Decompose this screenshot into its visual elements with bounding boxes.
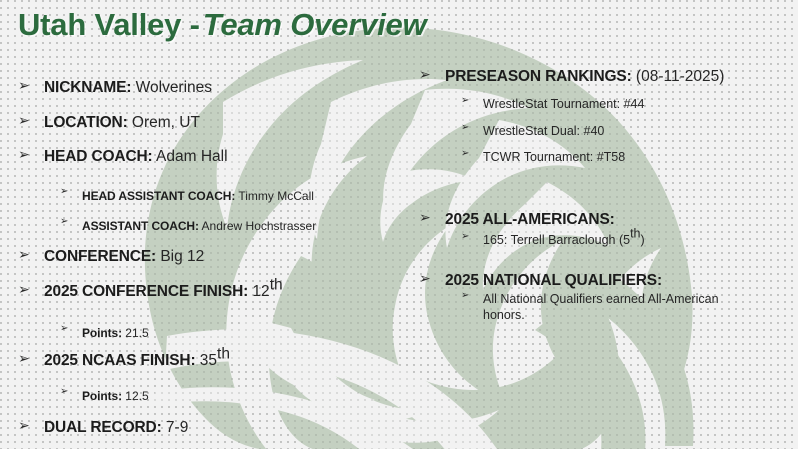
bullet-label: PRESEASON RANKINGS: <box>445 68 632 85</box>
bullet-arrow-icon: ➢ <box>419 271 431 287</box>
bullet-arrow-icon: ➢ <box>18 113 30 129</box>
bullet-row: ➢ Points: 21.5 <box>60 324 149 342</box>
bullet-label: CONFERENCE: <box>44 248 157 265</box>
bullet-text: All National Qualifiers earned All-Ameri… <box>483 291 751 323</box>
bullet-label: HEAD COACH: <box>44 148 153 165</box>
bullet-arrow-icon: ➢ <box>461 148 470 159</box>
ordinal-suffix: th <box>269 276 283 294</box>
bullet-label: HEAD ASSISTANT COACH: <box>82 189 236 203</box>
bullet-value: Andrew Hochstrasser <box>198 219 317 233</box>
bullet-row: ➢ ASSISTANT COACH: Andrew Hochstrasser <box>60 217 316 235</box>
bullet-value: 165: Terrell Barraclough (5 <box>483 233 631 247</box>
bullet-row: ➢ 2025 NCAAS FINISH: 35th <box>18 346 230 370</box>
bullet-arrow-icon: ➢ <box>461 122 470 133</box>
bullet-row: ➢ HEAD COACH: Adam Hall <box>18 148 228 166</box>
bullet-row: ➢ 165: Terrell Barraclough (5th) <box>461 227 645 248</box>
bullet-arrow-icon: ➢ <box>60 216 69 227</box>
bullet-text: 2025 CONFERENCE FINISH: 12th <box>44 277 283 301</box>
bullet-text: ASSISTANT COACH: Andrew Hochstrasser <box>82 217 316 235</box>
bullet-value: All National Qualifiers earned All-Ameri… <box>483 292 719 322</box>
bullet-row: ➢ 2025 CONFERENCE FINISH: 12th <box>18 277 283 301</box>
bullet-arrow-icon: ➢ <box>60 186 69 197</box>
bullet-value: Adam Hall <box>152 148 228 165</box>
bullet-value-tail: ) <box>640 233 645 247</box>
bullet-label: LOCATION: <box>44 114 128 131</box>
bullet-arrow-icon: ➢ <box>18 282 30 298</box>
bullet-value: Timmy McCall <box>235 189 314 203</box>
bullet-text: 2025 NCAAS FINISH: 35th <box>44 346 230 370</box>
bullet-row: ➢ HEAD ASSISTANT COACH: Timmy McCall <box>60 187 314 205</box>
bullet-value: Big 12 <box>156 248 205 265</box>
bullet-label: Points: <box>82 326 122 340</box>
bullet-row: ➢ WrestleStat Tournament: #44 <box>461 96 644 112</box>
bullet-arrow-icon: ➢ <box>461 95 470 106</box>
bullet-value: 12.5 <box>121 389 149 403</box>
bullet-arrow-icon: ➢ <box>18 418 30 434</box>
bullet-label: 2025 NCAAS FINISH: <box>44 352 196 369</box>
bullet-row: ➢ NICKNAME: Wolverines <box>18 79 212 97</box>
bullet-text: CONFERENCE: Big 12 <box>44 248 204 266</box>
bullet-row: ➢ 2025 NATIONAL QUALIFIERS: <box>419 272 662 290</box>
bullet-arrow-icon: ➢ <box>18 78 30 94</box>
bullet-text: LOCATION: Orem, UT <box>44 114 200 132</box>
bullet-label: DUAL RECORD: <box>44 419 162 436</box>
bullet-row: ➢ TCWR Tournament: #T58 <box>461 149 625 165</box>
bullet-label: Points: <box>82 389 122 403</box>
bullet-text: 2025 ALL-AMERICANS: <box>445 211 615 229</box>
bullet-text: WrestleStat Dual: #40 <box>483 123 604 139</box>
bullet-arrow-icon: ➢ <box>60 323 69 334</box>
bullet-text: 165: Terrell Barraclough (5th) <box>483 227 645 248</box>
bullet-arrow-icon: ➢ <box>461 231 470 242</box>
ordinal-suffix: th <box>630 226 641 241</box>
bullet-arrow-icon: ➢ <box>60 386 69 397</box>
bullet-text: WrestleStat Tournament: #44 <box>483 96 644 112</box>
ordinal-suffix: th <box>217 345 230 363</box>
bullet-value: 7-9 <box>161 419 189 436</box>
bullet-value: WrestleStat Tournament: #44 <box>483 97 645 111</box>
bullet-text: HEAD ASSISTANT COACH: Timmy McCall <box>82 187 314 205</box>
page-title-emphasis: Team Overview <box>202 7 427 42</box>
bullet-text: Points: 12.5 <box>82 387 149 405</box>
bullet-row: ➢ 2025 ALL-AMERICANS: <box>419 211 615 229</box>
bullet-value: Orem, UT <box>127 114 200 131</box>
bullet-text: PRESEASON RANKINGS: (08-11-2025) <box>445 68 724 86</box>
bullet-row: ➢ WrestleStat Dual: #40 <box>461 123 604 139</box>
bullet-row: ➢ Points: 12.5 <box>60 387 149 405</box>
bullet-row: ➢ LOCATION: Orem, UT <box>18 114 200 132</box>
bullet-text: Points: 21.5 <box>82 324 149 342</box>
page-title: Utah Valley -Team Overview <box>18 7 427 43</box>
bullet-label: NICKNAME: <box>44 79 132 96</box>
bullet-row: ➢ DUAL RECORD: 7-9 <box>18 419 188 437</box>
bullet-text: TCWR Tournament: #T58 <box>483 149 625 165</box>
bullet-value: TCWR Tournament: #T58 <box>483 150 626 164</box>
bullet-label: 2025 ALL-AMERICANS: <box>445 211 615 228</box>
bullet-arrow-icon: ➢ <box>18 247 30 263</box>
bullet-value: 21.5 <box>121 326 149 340</box>
page-title-main: Utah Valley - <box>18 7 200 42</box>
bullet-label: 2025 CONFERENCE FINISH: <box>44 283 249 300</box>
bullet-text: NICKNAME: Wolverines <box>44 79 212 97</box>
bullet-text: 2025 NATIONAL QUALIFIERS: <box>445 272 662 290</box>
bullet-value: 35 <box>195 352 218 369</box>
bullet-arrow-icon: ➢ <box>419 67 431 83</box>
bullet-value: Wolverines <box>131 79 213 96</box>
bullet-value: 12 <box>248 283 270 300</box>
bullet-arrow-icon: ➢ <box>461 290 470 301</box>
bullet-value: WrestleStat Dual: #40 <box>483 124 605 138</box>
bullet-row: ➢ PRESEASON RANKINGS: (08-11-2025) <box>419 68 724 86</box>
bullet-text: DUAL RECORD: 7-9 <box>44 419 188 437</box>
bullet-arrow-icon: ➢ <box>18 147 30 163</box>
bullet-label: 2025 NATIONAL QUALIFIERS: <box>445 272 663 289</box>
bullet-row: ➢ CONFERENCE: Big 12 <box>18 248 204 266</box>
bullet-text: HEAD COACH: Adam Hall <box>44 148 228 166</box>
bullet-label: ASSISTANT COACH: <box>82 219 199 233</box>
bullet-arrow-icon: ➢ <box>18 351 30 367</box>
bullet-row: ➢ All National Qualifiers earned All-Amer… <box>461 291 751 323</box>
bullet-value: (08-11-2025) <box>631 68 725 85</box>
bullet-arrow-icon: ➢ <box>419 210 431 226</box>
